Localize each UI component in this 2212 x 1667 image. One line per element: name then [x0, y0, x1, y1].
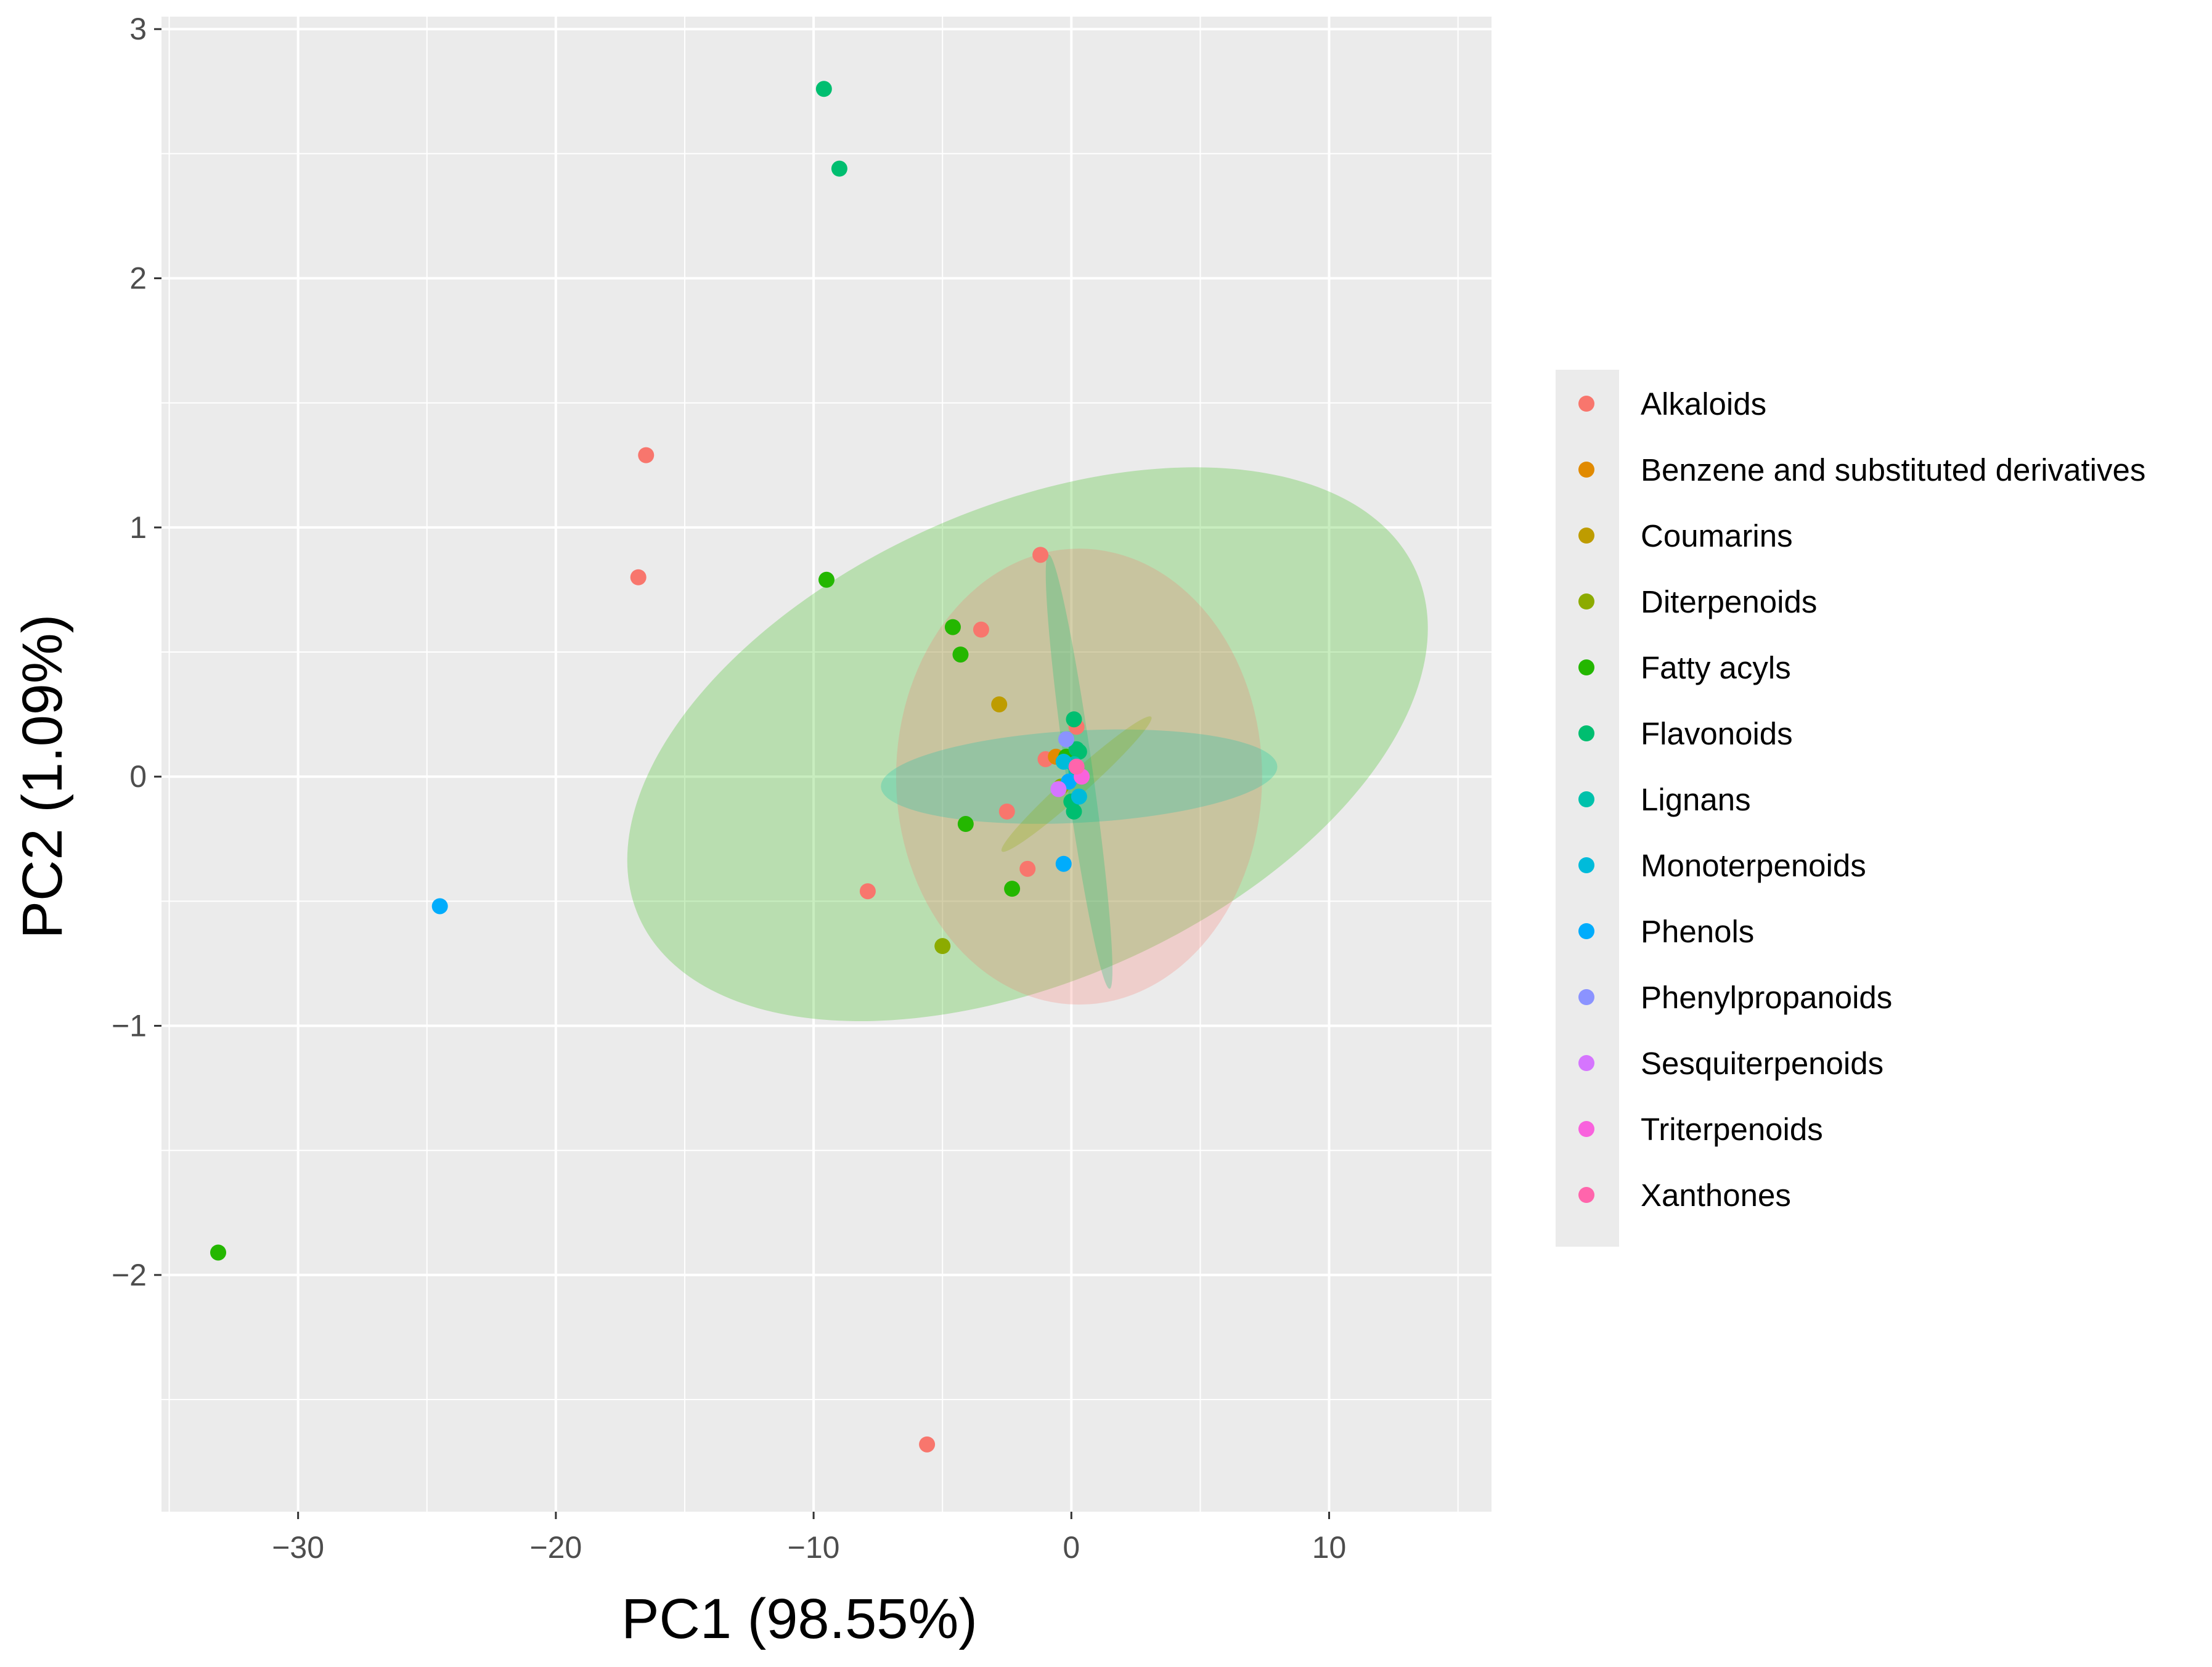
ellipse-fatty-acyls	[627, 467, 1428, 1022]
x-tick-label: −30	[272, 1530, 324, 1565]
point-monoterpenoids	[1055, 753, 1072, 770]
y-tick-label: 3	[129, 12, 147, 46]
legend-key	[1578, 725, 1594, 741]
point-alkaloids	[1019, 860, 1036, 877]
legend-label: Triterpenoids	[1641, 1112, 1823, 1147]
legend-key	[1578, 923, 1594, 939]
legend-key	[1578, 659, 1594, 675]
point-monoterpenoids	[1071, 788, 1087, 805]
y-axis: −2 −1 0 1 2 3	[112, 12, 161, 1292]
y-tick-label: −2	[112, 1258, 147, 1292]
legend-key	[1578, 791, 1594, 807]
legend-label: Sesquiterpenoids	[1641, 1046, 1883, 1081]
legend-label: Fatty acyls	[1641, 650, 1791, 685]
x-tick-label: −10	[788, 1530, 840, 1565]
legend-key	[1578, 593, 1594, 609]
point-xanthones	[1068, 759, 1085, 775]
legend-key	[1578, 462, 1594, 478]
x-tick-label: 0	[1063, 1530, 1080, 1565]
point-alkaloids	[630, 569, 647, 585]
legend-key	[1578, 1187, 1594, 1203]
x-axis-title: PC1 (98.55%)	[621, 1588, 977, 1650]
legend-key	[1578, 857, 1594, 873]
y-tick-label: −1	[112, 1009, 147, 1043]
point-diterpenoids	[934, 938, 951, 955]
legend-label: Flavonoids	[1641, 716, 1793, 751]
x-tick-label: 10	[1312, 1530, 1347, 1565]
point-coumarins	[991, 696, 1008, 712]
point-alkaloids	[998, 803, 1015, 820]
plot-panel	[161, 17, 1492, 1512]
point-fatty-acyls	[818, 571, 835, 588]
point-alkaloids	[919, 1436, 936, 1453]
legend-label: Alkaloids	[1641, 386, 1766, 422]
legend-label: Coumarins	[1641, 518, 1793, 553]
point-alkaloids	[973, 621, 989, 638]
point-phenols	[1055, 855, 1072, 872]
data-points	[210, 81, 1090, 1453]
legend-label: Benzene and substituted derivatives	[1641, 452, 2145, 487]
legend: Alkaloids Benzene and substituted derivat…	[1556, 370, 2145, 1247]
point-fatty-acyls	[210, 1244, 227, 1261]
point-alkaloids	[859, 883, 876, 900]
point-phenols	[431, 898, 448, 915]
legend-label: Lignans	[1641, 782, 1751, 817]
point-alkaloids	[638, 447, 655, 463]
legend-label: Phenylpropanoids	[1641, 980, 1892, 1015]
y-axis-title: PC2 (1.09%)	[11, 614, 74, 939]
legend-key	[1578, 1055, 1594, 1071]
legend-label: Monoterpenoids	[1641, 848, 1866, 883]
point-fatty-acyls	[1004, 881, 1021, 897]
grid-major	[161, 17, 1492, 1512]
x-tick-label: −20	[529, 1530, 582, 1565]
legend-key-background	[1556, 370, 1619, 1247]
y-tick-label: 0	[129, 759, 147, 794]
legend-key	[1578, 528, 1594, 544]
point-fatty-acyls	[952, 646, 969, 663]
point-sesquiterpenoids	[1050, 781, 1067, 797]
y-tick-label: 1	[129, 510, 147, 545]
y-tick-label: 2	[129, 261, 147, 296]
point-flavonoids	[815, 81, 832, 97]
legend-key	[1578, 989, 1594, 1005]
ellipse-diterpenoids	[1001, 716, 1152, 852]
point-phenylpropanoids	[1058, 731, 1074, 748]
point-fatty-acyls	[944, 619, 961, 635]
confidence-ellipses	[627, 467, 1428, 1022]
legend-label: Xanthones	[1641, 1178, 1791, 1213]
legend-key	[1578, 396, 1594, 412]
legend-key	[1578, 1121, 1594, 1137]
point-flavonoids	[831, 160, 847, 177]
grid-minor	[161, 17, 1492, 1512]
point-fatty-acyls	[957, 816, 974, 833]
point-flavonoids	[1066, 711, 1082, 728]
point-flavonoids	[1071, 743, 1087, 760]
legend-label: Diterpenoids	[1641, 584, 1817, 619]
legend-label: Phenols	[1641, 914, 1754, 949]
point-alkaloids	[1032, 547, 1049, 563]
x-axis: −30 −20 −10 0 10	[272, 1512, 1346, 1565]
